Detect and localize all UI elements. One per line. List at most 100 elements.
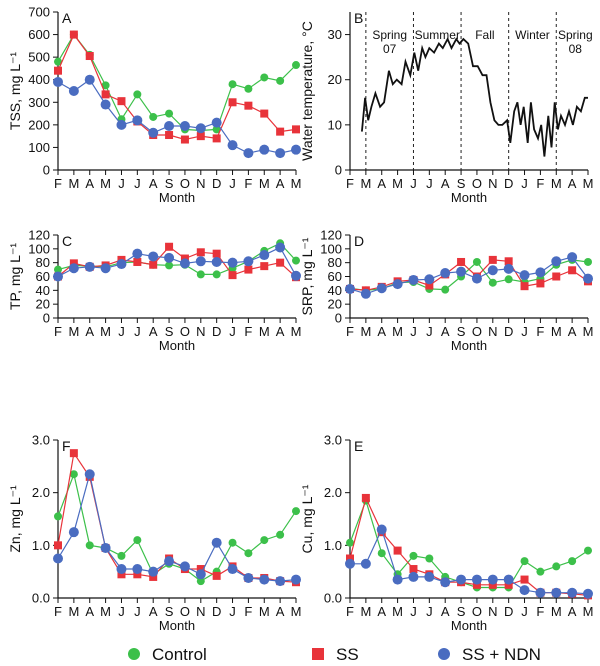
data-point-ss-ndn <box>551 256 562 267</box>
data-point-control <box>584 257 592 266</box>
data-point-control <box>212 270 221 279</box>
legend-item: Control <box>128 645 207 664</box>
data-point-ss-ndn <box>179 258 190 269</box>
series-line-ss-ndn <box>57 78 297 154</box>
data-point-ss-ndn <box>227 564 238 575</box>
data-point-ss <box>196 248 205 257</box>
panel-letter: C <box>62 233 72 249</box>
data-point-control <box>196 270 205 279</box>
data-point-ss <box>520 282 529 291</box>
data-point-ss <box>117 570 126 579</box>
data-point-ss-ndn <box>487 574 498 585</box>
y-tick-label: 400 <box>28 72 50 87</box>
legend-label: SS + NDN <box>462 645 541 664</box>
y-tick-label: 10 <box>328 117 342 132</box>
data-point-control <box>165 109 174 118</box>
x-tick-label: O <box>472 604 482 619</box>
x-tick-label: F <box>536 604 544 619</box>
data-point-ss-ndn <box>195 123 206 134</box>
data-point-control <box>441 285 450 294</box>
y-tick-label: 80 <box>36 255 50 270</box>
x-tick-label: A <box>568 604 577 619</box>
x-tick-label: J <box>134 324 141 339</box>
data-point-ss-ndn <box>567 587 578 598</box>
x-tick-label: J <box>118 324 125 339</box>
x-tick-label: J <box>134 176 141 191</box>
x-tick-label: M <box>291 604 302 619</box>
legend-label: Control <box>152 645 207 664</box>
series-line-control <box>57 33 297 132</box>
season-label-line: Spring <box>372 28 407 42</box>
data-point-control <box>488 278 497 287</box>
x-tick-label: D <box>504 324 513 339</box>
data-point-control <box>472 257 481 266</box>
x-tick-label: M <box>360 604 371 619</box>
x-tick-label: D <box>212 176 221 191</box>
data-point-ss-ndn <box>275 148 286 159</box>
x-tick-label: A <box>441 176 450 191</box>
x-tick-label: A <box>441 324 450 339</box>
data-point-ss-ndn <box>345 283 355 294</box>
data-point-ss-ndn <box>583 588 593 599</box>
data-point-ss-ndn <box>100 263 111 274</box>
y-tick-label: 600 <box>28 27 50 42</box>
y-tick-label: 0 <box>335 163 342 178</box>
x-tick-label: M <box>583 604 594 619</box>
x-tick-label: O <box>180 176 190 191</box>
x-tick-label: N <box>488 324 497 339</box>
x-tick-label: M <box>551 324 562 339</box>
y-tick-label: 0 <box>335 311 342 326</box>
data-point-ss-ndn <box>164 120 175 131</box>
data-point-ss <box>457 257 466 266</box>
data-point-ss-ndn <box>275 242 286 253</box>
data-point-ss-ndn <box>360 558 371 569</box>
data-point-ss-ndn <box>148 566 159 577</box>
y-tick-label: 20 <box>328 72 342 87</box>
data-point-ss-ndn <box>408 274 419 285</box>
x-tick-label: A <box>276 176 285 191</box>
x-axis-title: Month <box>159 618 195 633</box>
x-tick-label: M <box>100 604 111 619</box>
x-tick-label: A <box>377 324 386 339</box>
data-point-ss <box>196 565 205 574</box>
data-point-ss-ndn <box>243 572 254 583</box>
data-point-control <box>69 470 78 479</box>
x-tick-label: A <box>377 176 386 191</box>
series-line-ss <box>57 245 297 278</box>
data-point-ss-ndn <box>471 574 482 585</box>
y-tick-label: 2.0 <box>32 485 50 500</box>
y-tick-label: 300 <box>28 95 50 110</box>
data-point-ss-ndn <box>148 251 159 262</box>
data-point-ss-ndn <box>243 256 254 267</box>
x-tick-label: D <box>212 604 221 619</box>
data-point-ss-ndn <box>376 283 387 294</box>
data-point-control <box>228 538 237 547</box>
x-tick-label: N <box>196 604 205 619</box>
data-point-ss-ndn <box>53 271 63 282</box>
data-point-ss <box>276 258 285 267</box>
data-point-ss-ndn <box>132 564 143 575</box>
legend-item: SS + NDN <box>438 645 541 664</box>
data-point-ss-ndn <box>259 574 270 585</box>
x-axis-title: Month <box>159 190 195 205</box>
x-tick-label: M <box>583 324 594 339</box>
data-point-ss-ndn <box>195 256 206 267</box>
panel-letter: A <box>62 10 72 26</box>
x-tick-label: S <box>457 176 466 191</box>
data-point-ss-ndn <box>291 270 301 281</box>
data-point-ss <box>244 101 253 110</box>
data-point-control <box>54 57 62 66</box>
data-point-ss-ndn <box>53 553 63 564</box>
x-tick-label: S <box>457 324 466 339</box>
series-line-control <box>57 472 297 582</box>
y-tick-label: 700 <box>28 5 50 20</box>
data-point-ss-ndn <box>243 148 254 159</box>
data-point-ss <box>180 135 189 144</box>
x-tick-label: M <box>360 176 371 191</box>
x-tick-label: M <box>551 604 562 619</box>
data-point-ss-ndn <box>100 542 111 553</box>
season-label: Spring 08 <box>558 28 593 56</box>
x-tick-label: J <box>229 604 236 619</box>
data-point-ss <box>568 266 577 275</box>
